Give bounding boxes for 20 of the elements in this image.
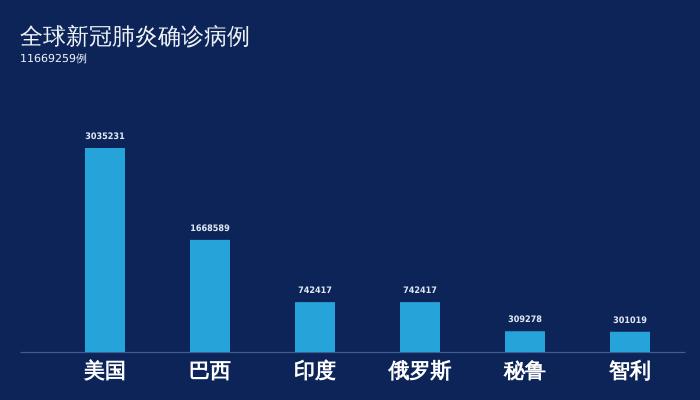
data-label: 301019 — [613, 316, 648, 326]
chart-title: 全球新冠肺炎确诊病例 — [20, 24, 250, 50]
data-label: 1668589 — [190, 224, 230, 234]
x-tick-label: 印度 — [294, 358, 336, 382]
x-tick-label: 美国 — [82, 358, 126, 382]
bar — [294, 302, 335, 352]
data-label: 309278 — [508, 315, 542, 326]
data-label: 3035231 — [85, 132, 126, 142]
x-tick-label: 巴西 — [188, 358, 231, 382]
data-label: 742417 — [298, 286, 332, 296]
x-tick-label: 秘鲁 — [503, 358, 546, 382]
chart-subtitle: 11669259例 — [20, 52, 87, 65]
bar — [505, 331, 546, 352]
bar — [610, 332, 650, 352]
bar — [190, 240, 230, 352]
data-label: 742417 — [403, 286, 437, 296]
bar — [400, 302, 440, 352]
x-tick-label: 智利 — [608, 358, 652, 382]
bar — [84, 148, 125, 352]
x-tick-label: 俄罗斯 — [388, 358, 452, 382]
